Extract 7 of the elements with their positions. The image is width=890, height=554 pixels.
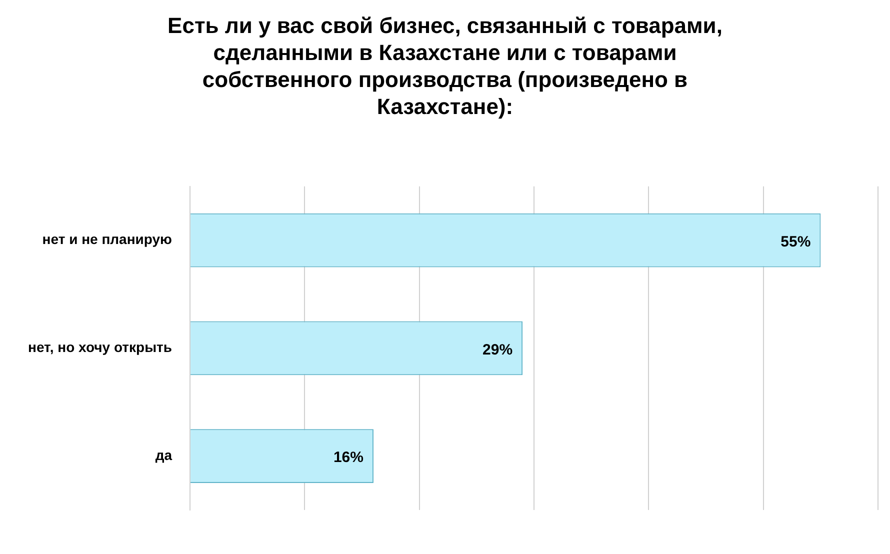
data-label: 55% [780,233,811,250]
data-label: 29% [482,341,513,358]
chart-title: Есть ли у вас свой бизнес, связанный с товарами, сделанными в Казахстане или с товарами собственного производства (произведено в Казахстане): [166,12,724,120]
y-tick-label: да [155,446,172,463]
data-label: 16% [333,449,364,466]
y-tick-label: нет, но хочу открыть [28,339,172,356]
y-tick-label: нет и не планирую [42,231,172,248]
